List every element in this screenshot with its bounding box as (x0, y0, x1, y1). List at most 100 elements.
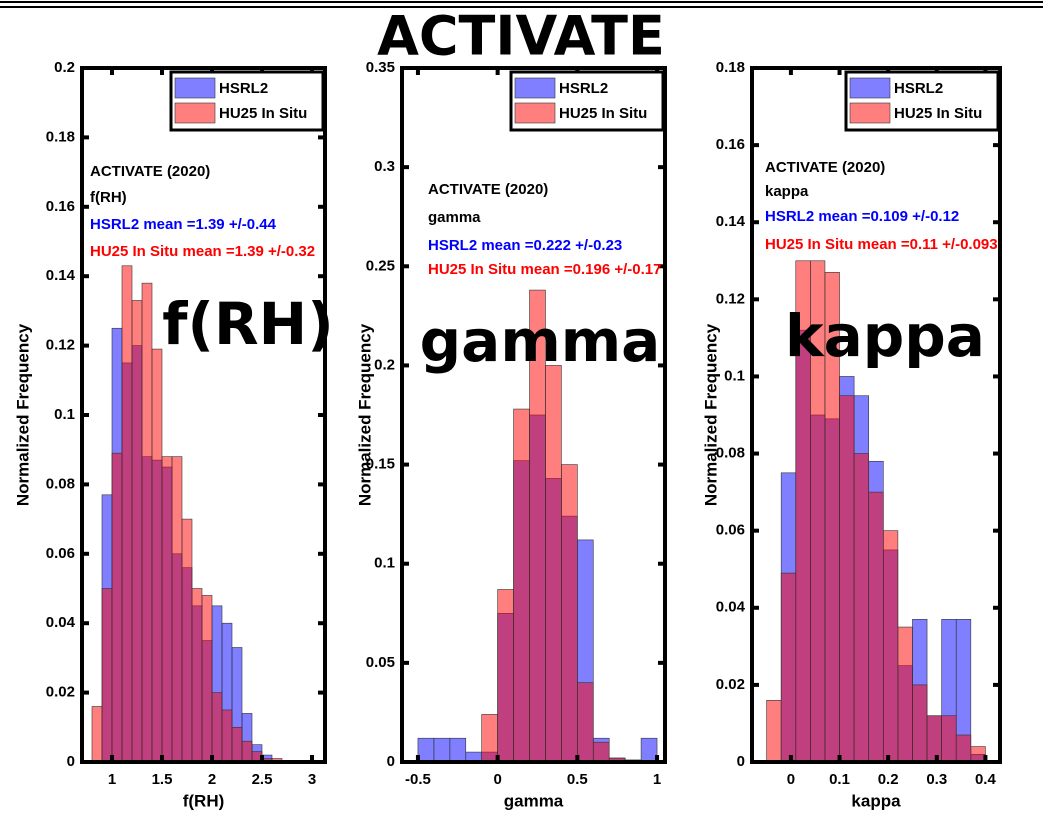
figure-title: ACTIVATE (377, 5, 665, 68)
y-axis-label: Normalized Frequency (13, 323, 32, 506)
x-tick-label: 0.1 (829, 771, 850, 788)
annotation: HU25 In Situ mean =0.11 +/-0.093 (765, 236, 998, 253)
annotation: HU25 In Situ mean =0.196 +/-0.17 (428, 261, 661, 278)
x-tick-label: 1 (108, 771, 116, 788)
axes-box (750, 66, 1002, 764)
y-tick-label: 0.04 (46, 614, 76, 631)
y-tick-label: 0.04 (716, 599, 746, 616)
y-tick-label: 0.16 (716, 136, 745, 153)
histogram-bar (201, 595, 213, 763)
y-tick-label: 0.2 (374, 356, 395, 373)
y-tick-label: 0.06 (716, 522, 745, 539)
annotation: HSRL2 mean =0.109 +/-0.12 (765, 208, 959, 225)
legend-label: HSRL2 (894, 80, 943, 97)
y-tick-label: 0 (387, 753, 395, 770)
panel-label: f(RH) (162, 290, 333, 358)
annotation: f(RH) (90, 189, 127, 206)
y-tick-label: 0 (67, 753, 75, 770)
y-tick-label: 0.08 (716, 445, 745, 462)
annotation: ACTIVATE (2020) (428, 181, 548, 198)
histogram-bar (151, 348, 163, 763)
annotation: HSRL2 mean =0.222 +/-0.23 (428, 237, 622, 254)
histogram-bar (121, 265, 133, 763)
legend-label: HU25 In Situ (894, 105, 982, 122)
x-tick-label: 0.5 (567, 771, 588, 788)
histogram-bar (141, 282, 153, 763)
histogram-bar (912, 684, 928, 763)
histogram-bar (449, 737, 467, 763)
annotation: ACTIVATE (2020) (765, 159, 885, 176)
histogram-bar (481, 714, 498, 763)
y-tick-label: 0.15 (366, 456, 395, 473)
x-tick-label: 1.5 (152, 771, 173, 788)
axes-box (400, 66, 667, 764)
x-tick-label: 0.2 (878, 771, 899, 788)
histogram-bar (171, 456, 183, 763)
legend-label: HSRL2 (559, 80, 608, 97)
legend-swatch (849, 102, 891, 124)
x-tick-label: 0 (493, 771, 501, 788)
y-tick-label: 0.18 (716, 59, 745, 76)
histogram-bar (91, 706, 103, 763)
x-tick-label: 0.3 (926, 771, 947, 788)
y-tick-label: 0.06 (46, 545, 75, 562)
y-tick-label: 0.1 (54, 406, 75, 423)
annotation: gamma (428, 209, 481, 226)
histogram-bar (181, 518, 193, 763)
histogram-bar (640, 737, 658, 763)
histogram-bar (868, 491, 884, 763)
histogram-bar (497, 589, 514, 763)
y-tick-label: 0 (737, 753, 745, 770)
y-tick-label: 0.08 (46, 475, 75, 492)
histogram-bar (211, 692, 223, 763)
legend-label: HSRL2 (219, 80, 268, 97)
histogram-bar (592, 741, 610, 763)
histogram-bar (941, 715, 957, 763)
y-tick-label: 0.12 (716, 290, 745, 307)
histogram-bar (545, 365, 562, 763)
histogram-bar (955, 734, 972, 763)
panel-label: gamma (420, 307, 661, 375)
x-axis-label: kappa (851, 791, 901, 810)
histogram-bar (780, 572, 797, 763)
legend-label: HU25 In Situ (559, 105, 647, 122)
y-tick-label: 0.02 (46, 684, 75, 701)
y-tick-label: 0.1 (374, 555, 395, 572)
annotation: ACTIVATE (2020) (90, 163, 210, 180)
legend-swatch (174, 77, 216, 99)
histogram-bar (513, 408, 530, 763)
legend-swatch (514, 102, 556, 124)
histogram-bar (839, 395, 855, 763)
y-tick-label: 0.35 (366, 59, 395, 76)
histogram-bar (241, 740, 253, 763)
y-tick-label: 0.02 (716, 676, 745, 693)
y-tick-label: 0.14 (46, 267, 76, 284)
histogram-bar (231, 726, 243, 763)
x-tick-label: 0.4 (975, 771, 997, 788)
y-tick-label: 0.25 (366, 257, 395, 274)
x-tick-label: 2 (208, 771, 216, 788)
histogram-bar (101, 588, 113, 763)
legend-swatch (174, 102, 216, 124)
y-tick-label: 0.2 (54, 59, 75, 76)
histogram-bar (111, 452, 123, 763)
y-tick-label: 0.12 (46, 337, 75, 354)
legend-swatch (514, 77, 556, 99)
annotation: HU25 In Situ mean =1.39 +/-0.32 (90, 243, 315, 260)
histogram-bar (417, 737, 435, 763)
annotation: HSRL2 mean =1.39 +/-0.44 (90, 216, 277, 233)
legend-swatch (849, 77, 891, 99)
x-tick-label: -0.5 (405, 771, 431, 788)
legend-label: HU25 In Situ (219, 105, 307, 122)
annotation: kappa (765, 183, 809, 200)
histogram-bar (221, 709, 233, 763)
y-tick-label: 0.18 (46, 128, 75, 145)
histogram-bar (191, 588, 203, 763)
histogram-bar (926, 715, 942, 763)
x-axis-label: f(RH) (183, 791, 225, 810)
y-tick-label: 0.14 (716, 213, 746, 230)
histogram-bar (161, 456, 173, 763)
histogram-bar (970, 746, 986, 763)
histogram-bar (766, 700, 782, 763)
